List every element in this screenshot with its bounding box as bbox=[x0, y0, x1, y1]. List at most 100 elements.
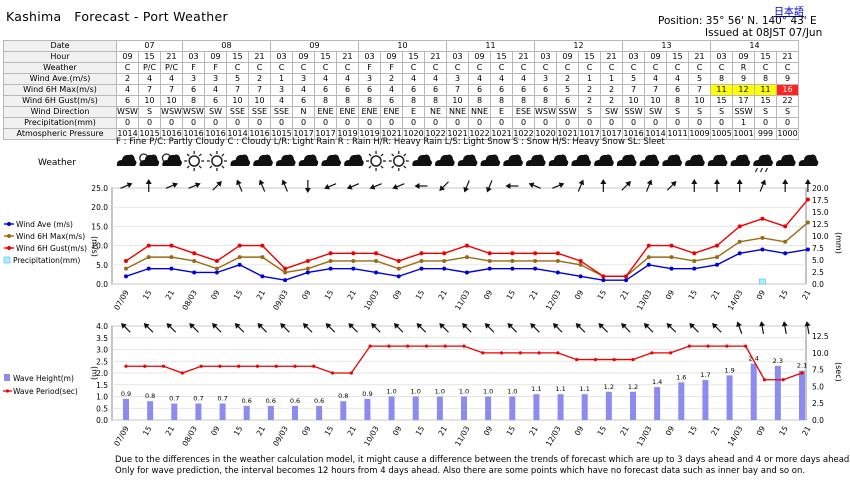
data-point bbox=[169, 266, 174, 271]
table-cell: 21 bbox=[160, 51, 183, 63]
table-cell: 0 bbox=[314, 117, 337, 129]
wave-direction-icon bbox=[280, 323, 290, 333]
data-point bbox=[510, 266, 515, 271]
cloud-icon bbox=[707, 154, 728, 166]
table-cell: C bbox=[270, 62, 293, 74]
table-cell: SW bbox=[600, 106, 623, 118]
data-point bbox=[351, 251, 356, 256]
x-tick-label: 09/03 bbox=[271, 288, 290, 311]
data-point bbox=[305, 266, 310, 271]
data-point bbox=[442, 251, 447, 256]
wind-arrow-icon bbox=[369, 183, 382, 190]
table-cell: NNE bbox=[468, 106, 491, 118]
data-point bbox=[374, 270, 379, 275]
data-point bbox=[593, 357, 598, 362]
table-cell: SW bbox=[644, 106, 667, 118]
wave-direction-icon bbox=[781, 321, 788, 335]
wave-bar bbox=[750, 363, 757, 420]
x-tick-label: 15 bbox=[232, 424, 245, 437]
table-cell: 10 bbox=[138, 95, 161, 107]
table-cell: SSW bbox=[556, 106, 579, 118]
y-tick-label: 1.0 bbox=[96, 393, 108, 402]
table-cell: 4 bbox=[314, 73, 337, 85]
x-tick-label: 13/03 bbox=[635, 288, 654, 311]
x-tick-label: 15 bbox=[686, 288, 699, 301]
wave-direction-icon bbox=[234, 323, 245, 333]
data-point bbox=[669, 266, 674, 271]
table-cell: 6 bbox=[358, 84, 381, 96]
x-tick-label: 15 bbox=[232, 288, 245, 301]
x-tick-label: 21 bbox=[436, 424, 449, 437]
data-point bbox=[260, 274, 265, 279]
x-tick-label: 15 bbox=[414, 424, 427, 437]
data-point bbox=[737, 251, 742, 256]
rain-icon bbox=[753, 154, 773, 173]
bar-value-label: 1.9 bbox=[724, 366, 734, 374]
data-point bbox=[124, 364, 128, 368]
data-point bbox=[760, 235, 765, 240]
y-tick-label: 10.0 bbox=[91, 242, 108, 251]
x-tick-label: 21 bbox=[436, 288, 449, 301]
table-cell: C bbox=[666, 62, 689, 74]
wave-direction-icon bbox=[484, 323, 495, 333]
data-point bbox=[124, 266, 128, 271]
table-cell: 8 bbox=[182, 95, 205, 107]
wave-direction-icon bbox=[666, 323, 677, 333]
table-cell: 3 bbox=[204, 73, 227, 85]
legend-swatch bbox=[3, 256, 11, 264]
data-point bbox=[575, 357, 579, 362]
data-point bbox=[646, 255, 651, 260]
wave-bar bbox=[147, 401, 154, 420]
data-point bbox=[744, 344, 748, 348]
data-point bbox=[556, 351, 560, 355]
cloud-icon bbox=[798, 154, 819, 166]
sun-icon bbox=[184, 151, 205, 171]
data-point bbox=[646, 243, 651, 248]
data-point bbox=[555, 270, 560, 275]
data-point bbox=[783, 239, 788, 244]
table-cell: 15 bbox=[490, 51, 513, 63]
table-cell: 5 bbox=[556, 84, 579, 96]
wind-arrow-icon bbox=[552, 182, 565, 189]
table-cell: 6 bbox=[292, 95, 315, 107]
table-cell: 5 bbox=[688, 73, 711, 85]
table-cell: 8 bbox=[314, 95, 337, 107]
table-cell: WSW bbox=[116, 106, 139, 118]
table-cell: C bbox=[402, 62, 425, 74]
data-point bbox=[646, 262, 651, 267]
table-cell: SSE bbox=[226, 106, 249, 118]
table-cell: 0 bbox=[490, 117, 513, 129]
language-link[interactable]: 日本語 bbox=[774, 7, 804, 18]
x-tick-label: 10/03 bbox=[362, 288, 381, 311]
data-point bbox=[260, 243, 265, 248]
wave-bar bbox=[654, 387, 661, 420]
table-cell: 4 bbox=[644, 73, 667, 85]
wave-direction-icon bbox=[643, 323, 654, 333]
table-cell: 7 bbox=[622, 84, 645, 96]
x-tick-label: 10/03 bbox=[362, 424, 381, 447]
data-point bbox=[518, 351, 522, 355]
data-point bbox=[737, 224, 742, 229]
cloud-icon bbox=[548, 154, 569, 166]
table-cell: 2 bbox=[556, 73, 579, 85]
wave-bar bbox=[799, 370, 805, 420]
x-tick-label: 09 bbox=[209, 288, 222, 301]
data-point bbox=[192, 251, 197, 256]
y2-axis-label: (sec) bbox=[834, 362, 843, 382]
data-point bbox=[624, 274, 629, 279]
data-point bbox=[462, 344, 466, 348]
table-cell: WSW bbox=[160, 106, 183, 118]
wave-direction-icon bbox=[121, 323, 131, 333]
table-cell: 10 bbox=[160, 95, 183, 107]
table-cell: C bbox=[710, 62, 733, 74]
x-tick-label: 15 bbox=[777, 288, 790, 301]
table-row-weather: Weather C P/C P/C F F C C C C C C F F C C C C C C C C C C C C C C C R… bbox=[3, 62, 799, 74]
table-cell: 2 bbox=[578, 84, 601, 96]
table-cell: F bbox=[358, 62, 381, 74]
table-cell: 6 bbox=[666, 84, 689, 96]
x-tick-label: 21 bbox=[709, 288, 722, 301]
wave-chart: 0.0 0.5 1.0 1.5 2.0 2.5 3.0 3.5 4.0 0.0 2.5 5.0 7.5 1… bbox=[3, 321, 843, 448]
table-cell: NNE bbox=[446, 106, 469, 118]
table-cell: 0 bbox=[512, 117, 535, 129]
wave-bar bbox=[461, 396, 467, 420]
